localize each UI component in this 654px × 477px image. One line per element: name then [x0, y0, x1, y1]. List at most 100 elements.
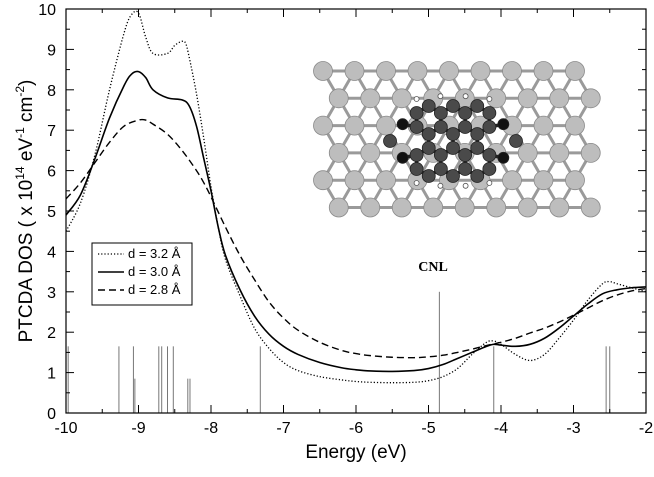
y-tick-label: 9	[47, 42, 56, 59]
carbon-atom	[458, 106, 473, 120]
substrate-atom	[344, 61, 365, 81]
legend-box	[91, 242, 193, 306]
substrate-atom	[580, 142, 601, 163]
substrate-atom	[549, 88, 570, 109]
substrate-atom	[565, 61, 585, 81]
series-line-solid	[65, 70, 647, 373]
substrate-atom	[486, 197, 507, 218]
carbon-atom	[470, 99, 485, 113]
substrate-atom	[344, 115, 365, 136]
y-axis-label: PTCDA DOS ( x 1014 eV-1 cm-2)	[13, 80, 37, 343]
oxygen-atom	[396, 118, 409, 131]
carbon-atom	[482, 162, 497, 176]
y-tick-label: 2	[47, 325, 56, 342]
y-axis-label-exp1: 14	[13, 166, 27, 180]
y-axis-label-exp2: -1	[13, 127, 27, 138]
substrate-atom	[549, 142, 570, 163]
x-tick-label: -4	[494, 420, 508, 437]
carbon-atom	[433, 120, 448, 134]
substrate-atom	[391, 88, 412, 109]
hydrogen-atom	[437, 93, 444, 100]
substrate-atom	[580, 197, 601, 218]
substrate-atom	[313, 170, 333, 191]
substrate-atom	[549, 197, 570, 218]
carbon-atom	[482, 148, 497, 162]
x-tick-label: -3	[566, 420, 580, 437]
substrate-atom	[533, 170, 554, 191]
y-tick-label: 0	[47, 406, 56, 423]
carbon-atom	[421, 99, 436, 113]
carbon-atom	[446, 99, 460, 113]
x-tick-label: -5	[421, 420, 435, 437]
substrate-atom	[313, 115, 333, 136]
oxygen-atom	[497, 118, 510, 131]
carbon-atom	[446, 169, 460, 183]
x-axis-label: Energy (eV)	[305, 442, 406, 463]
substrate-atom	[517, 142, 538, 163]
x-tick-label: -8	[204, 420, 218, 437]
substrate-atom	[328, 88, 349, 109]
carbon-atom	[458, 162, 473, 176]
carbon-atom	[482, 106, 497, 120]
carbon-atom	[409, 162, 424, 176]
y-tick-label: 6	[47, 164, 56, 181]
carbon-atom	[509, 134, 523, 148]
hydrogen-atom	[413, 96, 420, 102]
substrate-atom	[313, 61, 333, 81]
hydrogen-atom	[462, 182, 469, 189]
carbon-atom	[421, 127, 436, 141]
x-tick-label: -7	[276, 420, 290, 437]
substrate-atom	[391, 197, 412, 218]
substrate-atom	[517, 88, 538, 109]
y-tick-label: 1	[47, 366, 56, 383]
series-line-dashed	[65, 118, 647, 359]
y-tick-label: 7	[47, 123, 56, 140]
carbon-atom	[458, 148, 473, 162]
y-tick-label: 5	[47, 204, 56, 221]
substrate-atom	[533, 115, 554, 136]
hydrogen-atom	[486, 180, 493, 186]
hydrogen-atoms	[413, 93, 493, 189]
carbon-atoms	[383, 99, 523, 183]
substrate-atom	[423, 197, 444, 218]
y-axis-label-exp3: -2	[13, 86, 27, 97]
substrate-atom	[565, 115, 585, 136]
carbon-atom	[446, 127, 460, 141]
substrate-atom	[376, 170, 396, 191]
stick-spectrum	[67, 291, 611, 413]
substrate-atom	[502, 170, 522, 191]
x-tick-label: -2	[639, 420, 653, 437]
carbon-atom	[409, 106, 424, 120]
carbon-atom	[433, 148, 448, 162]
substrate-atom	[360, 88, 381, 109]
substrate-atom	[344, 170, 365, 191]
oxygen-atom	[396, 151, 409, 164]
legend: d = 3.2 Å d = 3.0 Å d = 2.8 Å	[91, 242, 193, 306]
x-tick-label: -10	[54, 420, 77, 437]
cnl-annotation: CNL	[418, 260, 448, 275]
x-tick-label: -6	[349, 420, 363, 437]
hydrogen-atom	[462, 93, 469, 100]
substrate-atom	[439, 61, 459, 81]
carbon-atom	[433, 106, 448, 120]
carbon-atom	[470, 169, 485, 183]
legend-label: d = 3.0 Å	[128, 264, 181, 279]
molecule-inset	[313, 61, 601, 218]
substrate-atom	[454, 197, 475, 218]
carbon-atom	[446, 141, 460, 155]
substrate-atom	[580, 88, 601, 109]
hydrogen-atom	[413, 180, 420, 186]
substrate-atom	[502, 61, 522, 81]
substrate-atom	[470, 61, 491, 81]
substrate-atom	[360, 197, 381, 218]
y-axis-label-main: PTCDA DOS ( x 10	[16, 180, 37, 343]
substrate-atom	[328, 142, 349, 163]
substrate-atom	[376, 61, 396, 81]
substrate-atom	[533, 61, 554, 81]
substrate-atom	[407, 61, 428, 81]
axis-ticks: -10 -9 -8 -7 -6 -5 -4 -3 -2 0 1 2 3 4 5 6 7 8 9 10	[38, 2, 653, 437]
carbon-atom	[470, 141, 485, 155]
substrate-atom	[328, 197, 349, 218]
